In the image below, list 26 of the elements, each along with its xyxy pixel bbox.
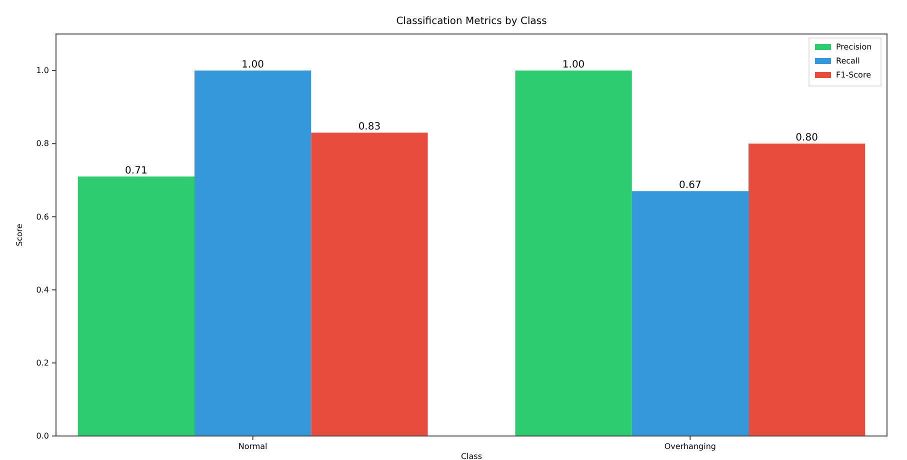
legend-label: Precision	[836, 42, 872, 52]
data-label: 0.67	[679, 180, 702, 192]
chart-title: Classification Metrics by Class	[396, 16, 547, 27]
x-tick-label: Overhanging	[664, 442, 716, 451]
bar	[515, 70, 632, 436]
legend-label: F1-Score	[836, 70, 872, 80]
y-tick-label: 0.8	[36, 139, 49, 148]
x-tick-label: Normal	[238, 442, 268, 451]
y-tick-label: 1.0	[36, 66, 49, 76]
bar	[748, 144, 866, 436]
data-label: 1.00	[562, 60, 585, 71]
data-label: 1.00	[242, 60, 264, 71]
data-label: 0.80	[796, 132, 818, 144]
bar	[194, 70, 312, 436]
bar	[78, 176, 194, 436]
data-label: 0.71	[125, 166, 148, 177]
data-label: 0.83	[358, 122, 381, 133]
bar	[311, 132, 428, 436]
y-tick-label: 0.0	[36, 432, 49, 441]
y-tick-label: 0.6	[36, 212, 49, 222]
x-axis-title: Class	[460, 452, 482, 460]
legend-label: Recall	[836, 56, 860, 66]
y-axis-title: Score	[15, 224, 24, 246]
bar	[632, 191, 748, 436]
y-tick-label: 0.4	[36, 285, 49, 294]
y-tick-label: 0.2	[36, 358, 49, 368]
